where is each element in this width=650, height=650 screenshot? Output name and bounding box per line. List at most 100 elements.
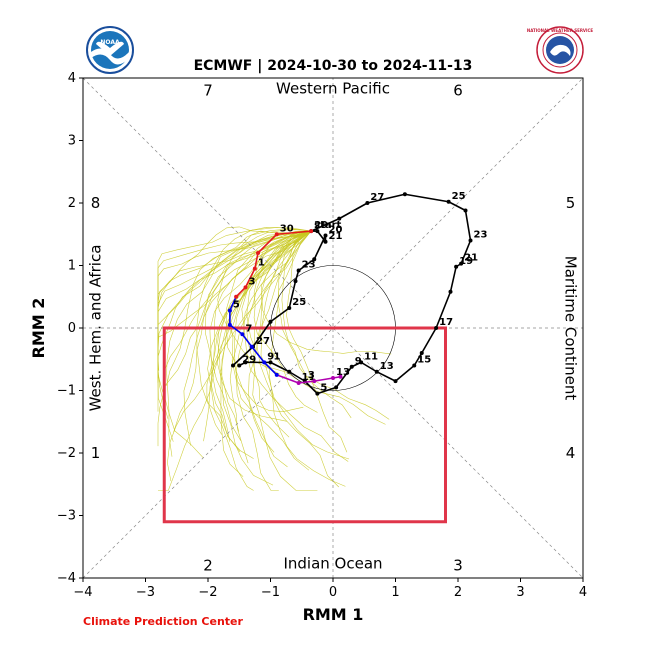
- forecast-segment: [254, 252, 259, 269]
- nws-logo: NATIONAL WEATHER SERVICE: [527, 26, 594, 74]
- ensemble-member: [277, 230, 390, 420]
- observed-segment: [313, 235, 327, 260]
- observed-segment: [252, 321, 272, 348]
- observed-label: 21: [329, 231, 343, 242]
- ensemble-member: [216, 230, 312, 422]
- observed-point: [349, 364, 354, 369]
- observed-segment: [448, 201, 466, 212]
- forecast-point: [262, 360, 267, 365]
- observed-segment: [460, 240, 472, 264]
- observed-segment: [288, 371, 306, 382]
- x-tick-label: 1: [391, 585, 399, 600]
- forecast-segment: [276, 374, 299, 384]
- x-tick-label: −3: [136, 585, 155, 600]
- observed-point: [365, 201, 370, 205]
- region-labels: Western Pacific Indian Ocean West. Hem. an…: [87, 80, 580, 573]
- observed-point: [287, 306, 292, 310]
- observed-point: [268, 319, 273, 324]
- forecast-point: [312, 379, 317, 384]
- observed-point: [412, 363, 417, 368]
- observed-label: 29: [242, 355, 256, 366]
- observed-label: 11: [364, 351, 378, 362]
- observed-label: 20: [329, 225, 343, 236]
- forecast-label: 3: [249, 276, 256, 287]
- observed-segment: [360, 361, 378, 373]
- observed-point: [315, 229, 320, 234]
- observed-point: [446, 199, 451, 204]
- forecast-point: [256, 251, 260, 255]
- y-axis-ticks: −4 −3 −2 −1 0 1 2 3 4: [57, 71, 83, 586]
- observed-label: 27: [256, 336, 270, 347]
- y-tick-label: −3: [57, 509, 76, 524]
- forecast-point: [234, 294, 239, 299]
- ensemble-member: [203, 230, 312, 442]
- observed-point: [268, 360, 273, 365]
- phase-label: 1: [91, 444, 101, 462]
- observed-segment: [298, 258, 315, 272]
- observed-point: [448, 289, 453, 294]
- nws-logo-text: NATIONAL WEATHER SERVICE: [527, 28, 594, 33]
- observed-label: 3: [308, 370, 315, 381]
- x-tick-label: −4: [73, 585, 92, 600]
- observed-segment: [464, 210, 472, 241]
- ensemble-member: [256, 230, 340, 488]
- x-tick-label: 2: [454, 585, 462, 600]
- observed-label: 21: [464, 253, 478, 264]
- observed-label: 19: [459, 256, 473, 267]
- observed-segment: [367, 193, 406, 204]
- observed-label: 23: [474, 230, 488, 241]
- forecast-segment: [241, 333, 253, 348]
- forecast-point: [274, 372, 279, 377]
- phase-label: 6: [453, 82, 463, 100]
- forecast-segment: [235, 286, 247, 298]
- ensemble-member: [252, 230, 318, 491]
- observed-point: [293, 279, 298, 284]
- observed-point: [312, 257, 317, 262]
- observed-label: 15: [417, 355, 431, 366]
- forecast-segment: [244, 268, 256, 288]
- forecast-label: 1: [258, 258, 265, 269]
- observed-point: [402, 192, 407, 197]
- observed-point: [296, 268, 301, 273]
- forecast-point: [331, 376, 335, 380]
- ensemble-member: [207, 230, 312, 491]
- x-tick-label: 3: [516, 585, 524, 600]
- observed-label: 5: [320, 383, 327, 394]
- ensemble-member: [157, 230, 312, 442]
- noaa-logo-text: NOAA: [100, 39, 120, 46]
- ensemble-member: [167, 230, 312, 482]
- ensemble-member: [268, 230, 346, 487]
- forecast-label: 5: [233, 300, 240, 311]
- guide-diagonal-1: [82, 77, 584, 579]
- observed-label: 9: [355, 356, 362, 367]
- observed-label: 23: [302, 260, 316, 271]
- observed-segment: [413, 352, 423, 366]
- x-tick-label: −2: [198, 585, 217, 600]
- observed-point: [287, 369, 292, 374]
- forecast-point: [338, 374, 343, 379]
- observed-label: 1: [274, 351, 281, 362]
- observed-segment: [404, 193, 449, 203]
- observed-point: [419, 351, 424, 355]
- observed-point: [454, 264, 459, 269]
- observed-point: [463, 208, 468, 213]
- forecast-segment: [257, 233, 278, 254]
- observed-segment: [288, 280, 297, 309]
- ensemble-member: [206, 230, 312, 435]
- y-tick-label: 4: [68, 71, 76, 86]
- observed-segment: [310, 217, 340, 232]
- observed-point: [359, 360, 364, 365]
- ensemble-member: [158, 230, 312, 491]
- observed-point: [468, 238, 473, 243]
- y-tick-label: −4: [57, 571, 76, 586]
- observed-segment: [394, 364, 415, 382]
- forecast-point: [240, 332, 245, 337]
- region-top: Western Pacific: [276, 80, 390, 98]
- y-tick-label: 1: [68, 259, 76, 274]
- forecast-point: [296, 381, 301, 385]
- highlight-box: [162, 326, 447, 524]
- chart-title: ECMWF | 2024-10-30 to 2024-11-13: [194, 58, 473, 74]
